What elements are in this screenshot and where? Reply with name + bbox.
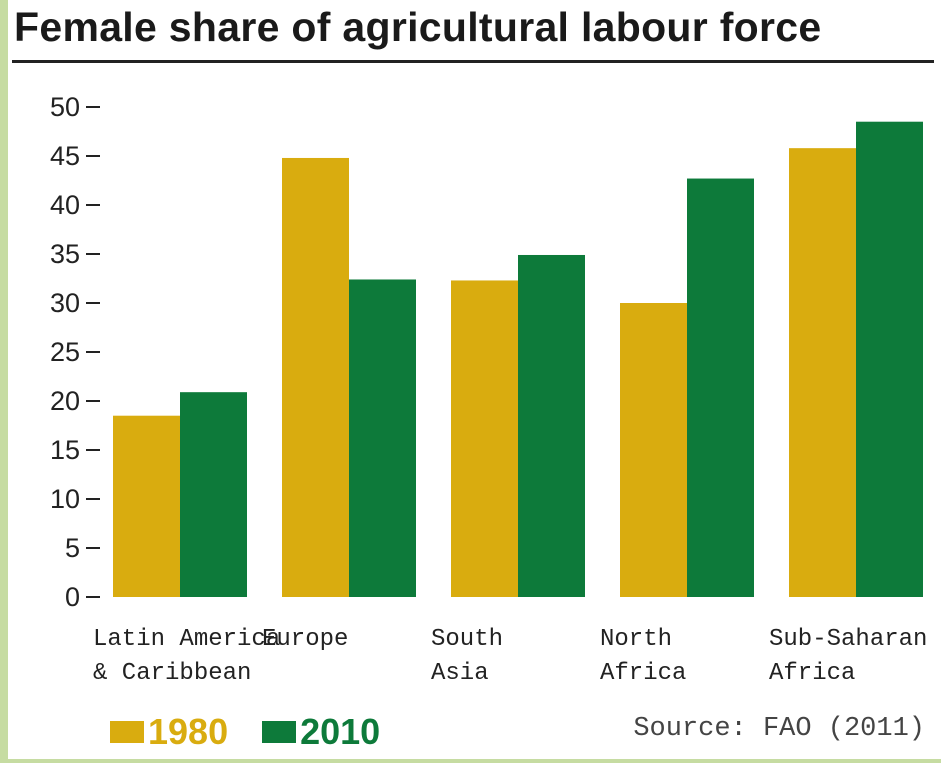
y-tick-label-35: 35 [50, 239, 80, 269]
bar-2010-0 [180, 392, 247, 597]
bar-1980-3 [620, 303, 687, 597]
legend-swatch-2010 [262, 721, 297, 743]
y-tick-label-0: 0 [65, 582, 80, 612]
category-label-1: Europe [262, 626, 348, 653]
y-tick-label-40: 40 [50, 190, 80, 220]
bar-1980-2 [451, 280, 518, 597]
category-label-3: North Africa [600, 626, 686, 687]
bar-1980-4 [789, 148, 856, 597]
y-tick-label-15: 15 [50, 435, 80, 465]
y-tick-label-45: 45 [50, 141, 80, 171]
legend-label-2010: 2010 [300, 711, 381, 752]
bar-1980-0 [113, 415, 180, 597]
y-tick-label-10: 10 [50, 484, 80, 514]
bar-chart: 0 5 10 15 20 25 30 35 40 45 50 Latin America & Carib… [50, 92, 927, 687]
bottom-border-strip [0, 759, 941, 763]
category-label-4: Sub-Saharan Africa [769, 626, 927, 687]
y-tick-label-25: 25 [50, 337, 80, 367]
category-label-0: Latin America & Caribbean [93, 626, 280, 687]
y-tick-label-20: 20 [50, 386, 80, 416]
y-tick-label-50: 50 [50, 92, 80, 122]
title-underline [12, 60, 934, 63]
y-tick-label-5: 5 [65, 533, 80, 563]
bar-2010-3 [687, 178, 754, 598]
bar-1980-1 [282, 157, 349, 597]
legend-swatch-1980 [110, 721, 144, 743]
left-border-strip [0, 0, 8, 763]
bar-2010-4 [856, 121, 923, 597]
y-tick-label-30: 30 [50, 288, 80, 318]
legend-label-1980: 1980 [148, 711, 229, 752]
legend-item-2010: 2010 [262, 711, 380, 753]
bar-2010-2 [518, 254, 585, 598]
chart-title: Female share of agricultural labour forc… [14, 4, 822, 50]
bar-2010-1 [349, 279, 416, 597]
legend-item-1980: 1980 [110, 711, 228, 753]
source-note: Source: FAO (2011) [633, 714, 925, 744]
legend: 1980 2010 [110, 708, 414, 756]
category-label-2: South Asia [431, 626, 503, 687]
